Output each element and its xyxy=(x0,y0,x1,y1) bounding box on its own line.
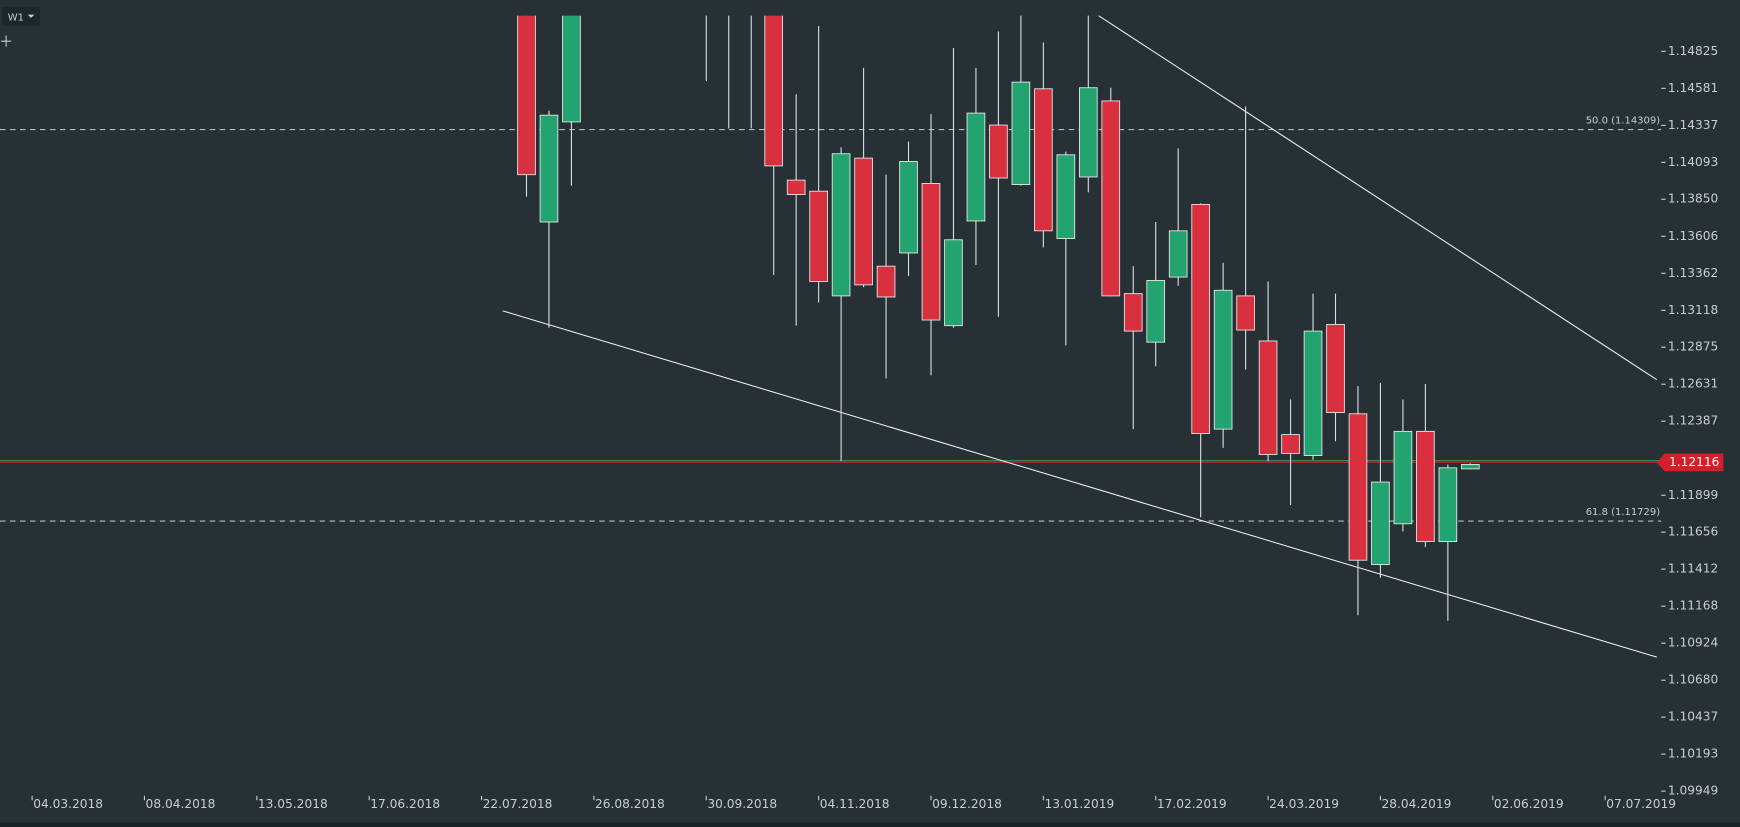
candle-body xyxy=(1191,203,1210,434)
level-label: 61.8 (1.11729) xyxy=(1586,507,1660,518)
y-tick-label: 1.14825 xyxy=(1668,44,1718,58)
y-tick-label: 1.13362 xyxy=(1668,266,1718,280)
candle-body xyxy=(1371,481,1390,566)
candle-body xyxy=(1034,88,1053,232)
candle-body xyxy=(1281,434,1300,454)
y-tick-label: 1.11899 xyxy=(1668,488,1718,502)
last-price-tag xyxy=(1656,453,1724,472)
level-label: 50.0 (1.14309) xyxy=(1586,116,1660,127)
timeframe: W1 xyxy=(8,12,24,23)
candle-body xyxy=(1011,81,1031,185)
candle-body xyxy=(562,15,581,123)
candle-body xyxy=(1056,154,1076,239)
crosshair-icon[interactable] xyxy=(1,35,12,47)
x-tick-label: 08.04.2018 xyxy=(146,797,216,811)
x-tick-label: 26.08.2018 xyxy=(595,797,665,811)
candle-body xyxy=(1101,100,1121,297)
y-tick-label: 1.11168 xyxy=(1668,599,1718,613)
candle-body xyxy=(517,15,536,176)
x-tick-label: 28.04.2019 xyxy=(1382,797,1452,811)
y-tick-label: 1.13850 xyxy=(1668,192,1718,206)
candle-body xyxy=(831,153,851,297)
y-tick-label: 1.12875 xyxy=(1668,340,1718,354)
candle-body xyxy=(1438,467,1458,542)
candle-body xyxy=(966,112,986,222)
candle-body xyxy=(1078,87,1098,178)
y-tick-label: 1.11412 xyxy=(1668,562,1718,576)
y-tick-label: 1.09949 xyxy=(1668,784,1718,798)
candle-body xyxy=(1123,293,1143,332)
candle-body xyxy=(1416,430,1435,542)
trend-line xyxy=(502,310,1657,658)
y-tick-label: 1.14337 xyxy=(1668,118,1718,132)
x-tick-label: 04.11.2018 xyxy=(820,797,890,811)
y-tick-label: 1.14581 xyxy=(1668,81,1718,95)
y-tick-label: 1.13606 xyxy=(1668,229,1718,243)
x-tick-label: 30.09.2018 xyxy=(707,797,777,811)
x-tick-label: 07.07.2019 xyxy=(1606,797,1676,811)
candle-body xyxy=(1258,340,1278,455)
y-tick-label: 1.10680 xyxy=(1668,673,1718,687)
x-tick-label: 17.02.2019 xyxy=(1157,797,1227,811)
last-price-label: 1.12116 xyxy=(1669,455,1719,469)
trend-line xyxy=(1098,15,1658,381)
candle-body xyxy=(921,183,941,321)
dropdown-arrow xyxy=(27,14,35,18)
candle-body xyxy=(1168,230,1188,278)
y-tick-label: 1.10924 xyxy=(1668,636,1719,650)
candle-body xyxy=(854,157,873,286)
candle-body xyxy=(809,190,828,282)
y-tick-label: 1.12387 xyxy=(1668,414,1718,428)
candle-body xyxy=(1461,464,1480,470)
y-tick-label: 1.10437 xyxy=(1668,710,1718,724)
candle-body xyxy=(539,114,559,223)
x-tick-label: 17.06.2018 xyxy=(370,797,440,811)
y-tick-label: 1.13118 xyxy=(1668,303,1718,317)
x-tick-label: 13.01.2019 xyxy=(1044,797,1114,811)
candle-body xyxy=(1393,430,1413,525)
x-tick-label: 09.12.2018 xyxy=(932,797,1002,811)
x-tick-label: 22.07.2018 xyxy=(483,797,553,811)
y-tick-label: 1.12631 xyxy=(1668,377,1718,391)
scrollbar[interactable] xyxy=(0,822,1740,827)
x-tick-label: 04.03.2018 xyxy=(33,797,103,811)
axes: 1.14825 1.14581 1.14337 1.14093 1.13850 1.136… xyxy=(31,44,1724,811)
y-tick-label: 1.11656 xyxy=(1668,525,1718,539)
candle-body xyxy=(1236,295,1255,331)
levels-layer: 50.0 (1.14309) 61.8 (1.11729) xyxy=(0,116,1662,522)
candle-body xyxy=(1213,289,1233,430)
x-tick-label: 13.05.2018 xyxy=(258,797,328,811)
candle-body xyxy=(764,15,784,167)
candle-body xyxy=(1348,413,1368,561)
x-tick-label: 24.03.2019 xyxy=(1269,797,1339,811)
candle-body xyxy=(1146,279,1166,343)
timeframe-button[interactable] xyxy=(2,6,40,26)
candle-body xyxy=(876,265,896,298)
y-tick-label: 1.10193 xyxy=(1668,747,1718,761)
x-tick-label: 02.06.2019 xyxy=(1494,797,1564,811)
candle-body xyxy=(1303,330,1323,456)
candle-body xyxy=(899,161,918,254)
candle-body xyxy=(1326,323,1345,414)
y-tick-label: 1.14093 xyxy=(1668,155,1718,169)
candles xyxy=(517,15,1480,621)
candle-body xyxy=(786,179,806,195)
candle-body xyxy=(944,239,963,327)
candle-body xyxy=(989,124,1008,179)
